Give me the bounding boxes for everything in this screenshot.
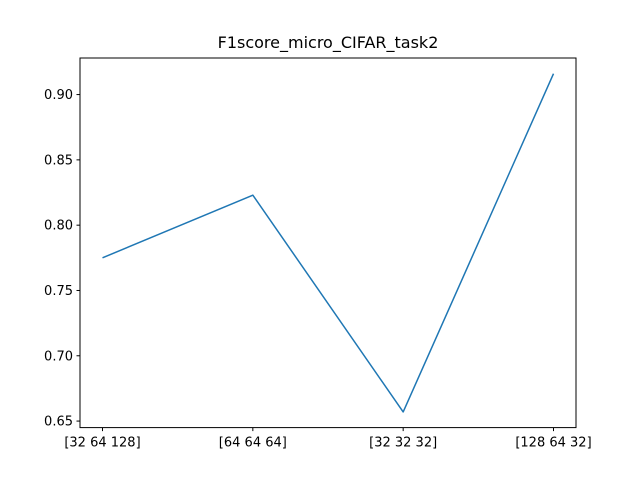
- x-tick-label: [128 64 32]: [515, 436, 591, 451]
- x-tick-label: [32 64 128]: [64, 436, 140, 451]
- y-tick-label: 0.90: [44, 88, 73, 103]
- y-tick-label: 0.70: [44, 349, 73, 364]
- chart-title: F1score_micro_CIFAR_task2: [218, 33, 439, 53]
- y-tick-label: 0.75: [44, 284, 73, 299]
- y-axis: 0.65 0.70 0.75 0.80 0.85 0.90: [44, 88, 80, 430]
- y-tick-label: 0.85: [44, 153, 73, 168]
- y-tick-label: 0.65: [44, 415, 73, 430]
- x-axis: [32 64 128] [64 64 64] [32 32 32] [128 64 3…: [64, 427, 592, 451]
- y-tick-label: 0.80: [44, 219, 73, 234]
- series-line: [102, 73, 555, 413]
- series-layer: [102, 73, 555, 413]
- x-tick-label: [64 64 64]: [219, 436, 287, 451]
- x-tick-label: [32 32 32]: [369, 436, 437, 451]
- plot-area-frame: [79, 57, 577, 429]
